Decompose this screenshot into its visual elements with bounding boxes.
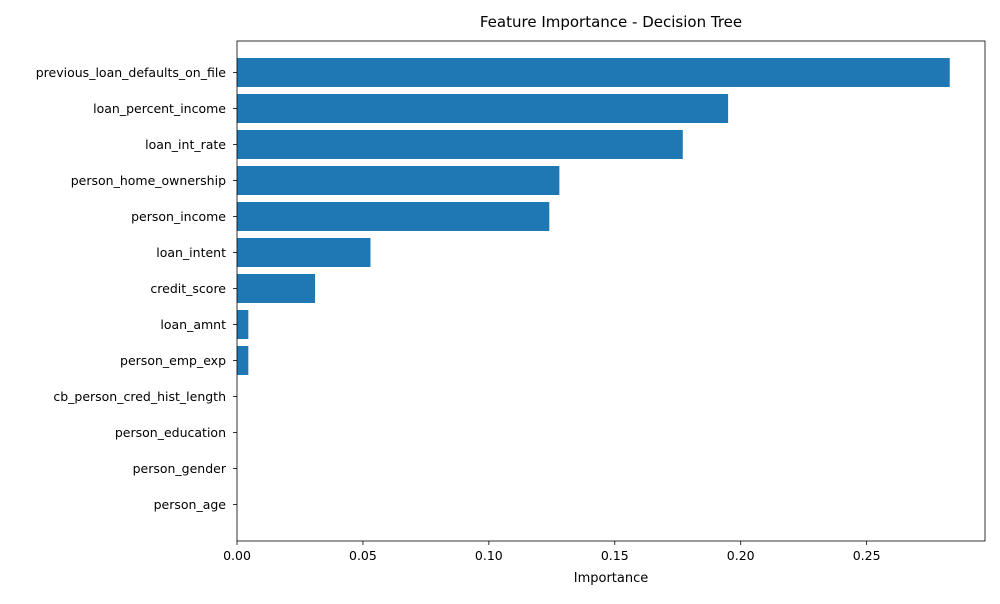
bar-person_home_ownership (237, 166, 560, 195)
y-tick-label: person_home_ownership (71, 173, 226, 188)
y-tick-label: previous_loan_defaults_on_file (36, 65, 227, 80)
bar-loan_amnt (237, 310, 249, 339)
x-tick-label: 0.25 (853, 548, 881, 563)
y-tick-label: person_income (131, 209, 226, 224)
bar-previous_loan_defaults_on_file (237, 58, 950, 87)
y-tick-labels: previous_loan_defaults_on_file loan_perce… (36, 65, 237, 512)
x-tick-label: 0.10 (475, 548, 503, 563)
axes-layer (236, 40, 986, 542)
x-tick-labels: 0.00 0.05 0.10 0.15 0.20 0.25 (223, 541, 881, 563)
y-tick-label: person_age (154, 497, 227, 512)
y-tick-label: person_emp_exp (120, 353, 226, 368)
y-tick-label: credit_score (150, 281, 226, 296)
x-tick-label: 0.00 (223, 548, 251, 563)
x-tick-label: 0.20 (727, 548, 755, 563)
y-tick-label: person_gender (133, 461, 227, 476)
chart-title: Feature Importance - Decision Tree (480, 13, 742, 31)
bar-loan_int_rate (237, 130, 683, 159)
plot-frame (236, 40, 986, 542)
y-tick-label: person_education (115, 425, 226, 440)
x-axis-label: Importance (574, 571, 649, 586)
y-tick-label: loan_percent_income (93, 101, 226, 116)
bar-person_emp_exp (237, 346, 249, 375)
y-tick-label: loan_intent (156, 245, 226, 260)
y-tick-label: loan_amnt (160, 317, 226, 332)
bar-credit_score (237, 274, 316, 303)
x-tick-label: 0.05 (349, 548, 377, 563)
y-tick-label: cb_person_cred_hist_length (53, 389, 226, 404)
x-tick-label: 0.15 (601, 548, 629, 563)
bar-loan_intent (237, 238, 371, 267)
bar-loan_percent_income (237, 94, 729, 123)
y-tick-label: loan_int_rate (145, 137, 226, 152)
bars-layer (237, 58, 950, 375)
bar-person_income (237, 202, 550, 231)
